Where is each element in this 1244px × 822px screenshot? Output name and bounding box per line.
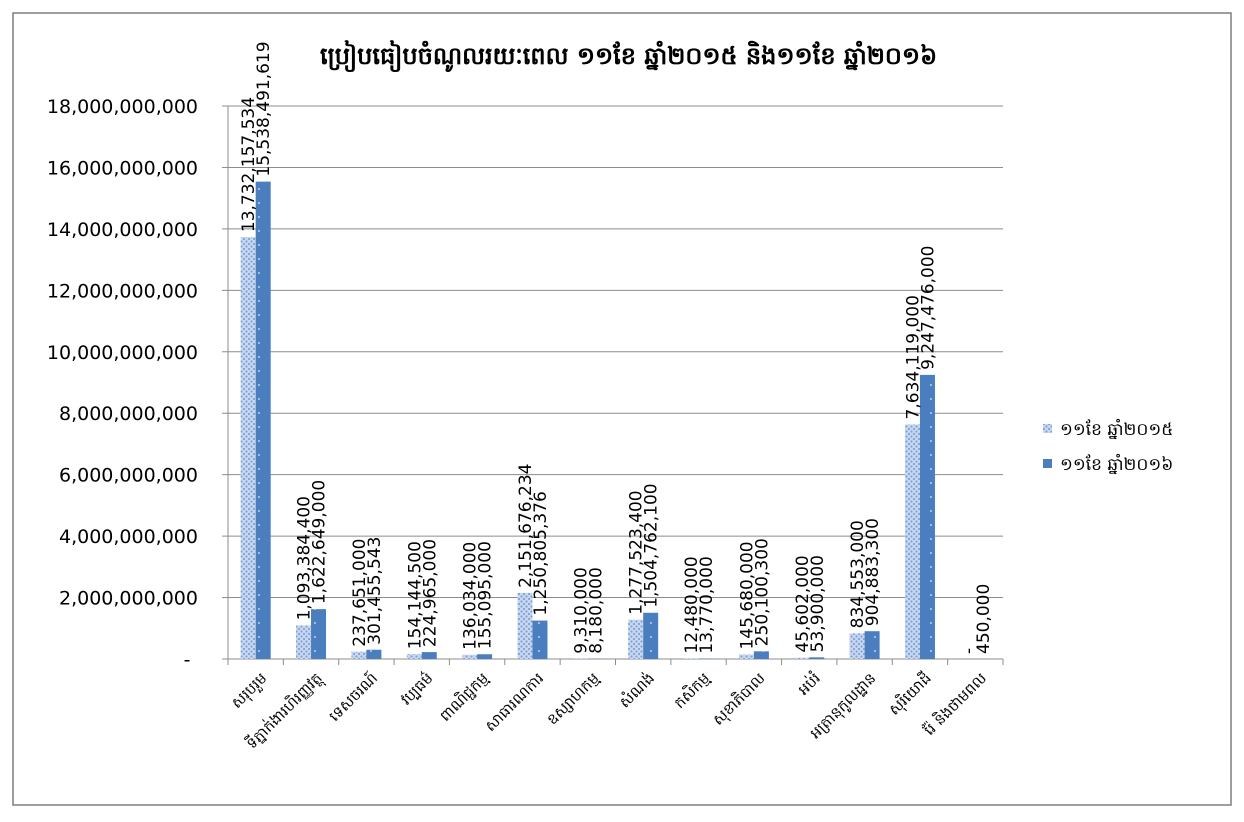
bar-series-2 xyxy=(256,182,271,659)
data-label: 450,000 xyxy=(974,584,994,654)
y-tick-label: 8,000,000,000 xyxy=(59,403,198,425)
bar-series-2 xyxy=(643,613,658,659)
bar-series-1 xyxy=(351,652,366,659)
data-label: 13,770,000 xyxy=(697,556,717,653)
bar-series-1 xyxy=(241,237,256,659)
bar-series-2 xyxy=(532,621,547,659)
bar-series-1 xyxy=(794,658,809,659)
y-tick-label: 2,000,000,000 xyxy=(59,588,198,610)
y-tick-label: 14,000,000,000 xyxy=(47,219,198,241)
data-label: 1,622,649,000 xyxy=(310,480,330,604)
y-tick-label: 18,000,000,000 xyxy=(47,96,198,118)
bar-series-1 xyxy=(296,625,311,659)
data-label: 904,883,300 xyxy=(863,518,883,626)
legend-swatch xyxy=(1043,424,1052,433)
data-label: 1,504,762,100 xyxy=(642,483,662,607)
data-label: 155,095,000 xyxy=(476,541,496,649)
bar-series-2 xyxy=(366,650,381,659)
data-label: 250,100,300 xyxy=(752,538,772,646)
bar-series-1 xyxy=(739,655,754,659)
data-label: 1,250,805,376 xyxy=(531,491,551,615)
data-label: 301,455,543 xyxy=(365,537,385,645)
y-tick-label: 4,000,000,000 xyxy=(59,526,198,548)
bar-series-2 xyxy=(865,631,880,659)
bar-series-1 xyxy=(905,424,920,659)
bar-series-2 xyxy=(754,651,769,659)
data-label: 53,900,000 xyxy=(808,555,828,652)
bar-series-2 xyxy=(422,652,437,659)
bar-series-1 xyxy=(407,654,422,659)
data-label: 9,247,476,000 xyxy=(918,246,938,370)
bar-series-1 xyxy=(462,655,477,659)
legend-swatch xyxy=(1043,459,1052,468)
bar-series-2 xyxy=(477,654,492,659)
chart-title: ប្រៀបធៀបចំណូលរយៈពេល ១១ខែ ឆ្នាំ២០១៥ និង១១… xyxy=(320,40,937,73)
bar-series-2 xyxy=(809,657,824,659)
y-tick-label: 10,000,000,000 xyxy=(47,342,198,364)
bar-series-1 xyxy=(628,620,643,659)
y-tick-label: 6,000,000,000 xyxy=(59,465,198,487)
data-label: 8,180,000 xyxy=(586,567,606,654)
y-tick-label: 16,000,000,000 xyxy=(47,157,198,179)
data-label: 224,965,000 xyxy=(420,539,440,647)
y-tick-label: - xyxy=(184,649,191,671)
bar-series-1 xyxy=(850,633,865,659)
data-label: 15,538,491,619 xyxy=(254,41,274,176)
legend-label: ១១ខែ ឆ្នាំ២០១៦ xyxy=(1060,453,1173,475)
legend-label: ១១ខែ ឆ្នាំ២០១៥ xyxy=(1060,418,1173,440)
y-tick-label: 12,000,000,000 xyxy=(47,280,198,302)
